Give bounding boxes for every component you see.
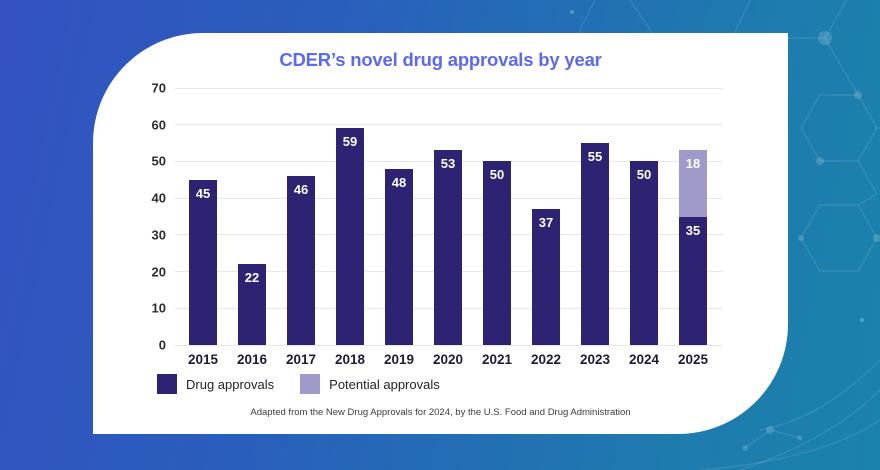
x-tick-label: 2020 <box>432 352 464 367</box>
bar-segment-drug-approvals: 55 <box>581 143 609 345</box>
bar-value-label: 59 <box>342 134 358 150</box>
x-tick-label: 2021 <box>481 352 513 367</box>
plot-area: 0 10 20 30 40 50 60 70 45 2015 22 2016 46 2017 59 2018 4… <box>152 81 723 367</box>
legend-item-drug-approvals: Drug approvals <box>157 374 274 394</box>
y-tick-label: 60 <box>151 117 166 133</box>
legend-label: Potential approvals <box>329 376 440 392</box>
bar-value-label: 18 <box>685 156 701 172</box>
x-tick-label: 2015 <box>187 352 219 367</box>
bar-2018: 59 <box>336 128 364 345</box>
chart-title: CDER’s novel drug approvals by year <box>279 49 602 70</box>
bar-segment-drug-approvals: 46 <box>287 176 315 345</box>
bar-2024: 50 <box>630 161 658 345</box>
bar-segment-drug-approvals: 50 <box>630 161 658 345</box>
bar-2023: 55 <box>581 143 609 345</box>
bar-segment-drug-approvals: 48 <box>385 168 413 345</box>
bar-segment-drug-approvals: 53 <box>434 150 462 345</box>
bar-segment-drug-approvals: 45 <box>189 179 217 345</box>
bar-segment-drug-approvals: 22 <box>238 264 266 345</box>
bar-value-label: 22 <box>244 270 260 286</box>
bar-segment-drug-approvals: 59 <box>336 128 364 345</box>
bar-segment-drug-approvals: 37 <box>532 209 560 345</box>
y-tick-label: 10 <box>151 300 166 316</box>
bar-value-label: 50 <box>489 167 505 183</box>
bar-segment-drug-approvals: 35 <box>679 216 707 345</box>
bar-2025: 35 18 <box>679 150 707 345</box>
gridline <box>175 124 723 126</box>
x-tick-label: 2017 <box>285 352 317 367</box>
bar-2021: 50 <box>483 161 511 345</box>
x-tick-label: 2016 <box>236 352 268 367</box>
chart-card: CDER’s novel drug approvals by year 0 10 2… <box>93 33 788 434</box>
x-tick-label: 2018 <box>334 352 366 367</box>
y-tick-label: 40 <box>151 190 166 206</box>
bar-value-label: 55 <box>587 149 603 165</box>
x-tick-label: 2023 <box>579 352 611 367</box>
bar-value-label: 45 <box>195 185 211 201</box>
bar-2017: 46 <box>287 176 315 345</box>
gridline <box>175 87 723 89</box>
source-note: Adapted from the New Drug Approvals for … <box>250 407 631 418</box>
bar-value-label: 37 <box>538 215 554 231</box>
bar-value-label: 46 <box>293 182 309 198</box>
y-tick-label: 50 <box>151 153 166 169</box>
bar-2022: 37 <box>532 209 560 345</box>
x-tick-label: 2019 <box>383 352 415 367</box>
y-tick-label: 0 <box>158 337 166 353</box>
x-tick-label: 2022 <box>530 352 562 367</box>
bar-2016: 22 <box>238 264 266 345</box>
x-tick-label: 2024 <box>628 352 660 367</box>
legend-swatch-potential-approvals <box>300 374 321 394</box>
bar-value-label: 48 <box>391 174 407 190</box>
bar-2019: 48 <box>385 168 413 345</box>
legend-swatch-drug-approvals <box>157 374 177 394</box>
bar-value-label: 35 <box>685 222 701 238</box>
bar-segment-drug-approvals: 50 <box>483 161 511 345</box>
bar-2020: 53 <box>434 150 462 345</box>
legend-item-potential-approvals: Potential approvals <box>300 374 440 394</box>
y-tick-label: 20 <box>151 264 166 280</box>
bar-value-label: 50 <box>636 167 652 183</box>
y-tick-label: 70 <box>151 80 166 96</box>
bar-2015: 45 <box>189 179 217 345</box>
bar-segment-potential-approvals: 18 <box>679 150 707 217</box>
chart-legend: Drug approvals Potential approvals <box>157 374 440 394</box>
legend-label: Drug approvals <box>186 376 275 392</box>
gridline <box>175 344 723 346</box>
y-tick-label: 30 <box>151 227 166 243</box>
bar-value-label: 53 <box>440 156 456 172</box>
x-tick-label: 2025 <box>677 352 709 367</box>
